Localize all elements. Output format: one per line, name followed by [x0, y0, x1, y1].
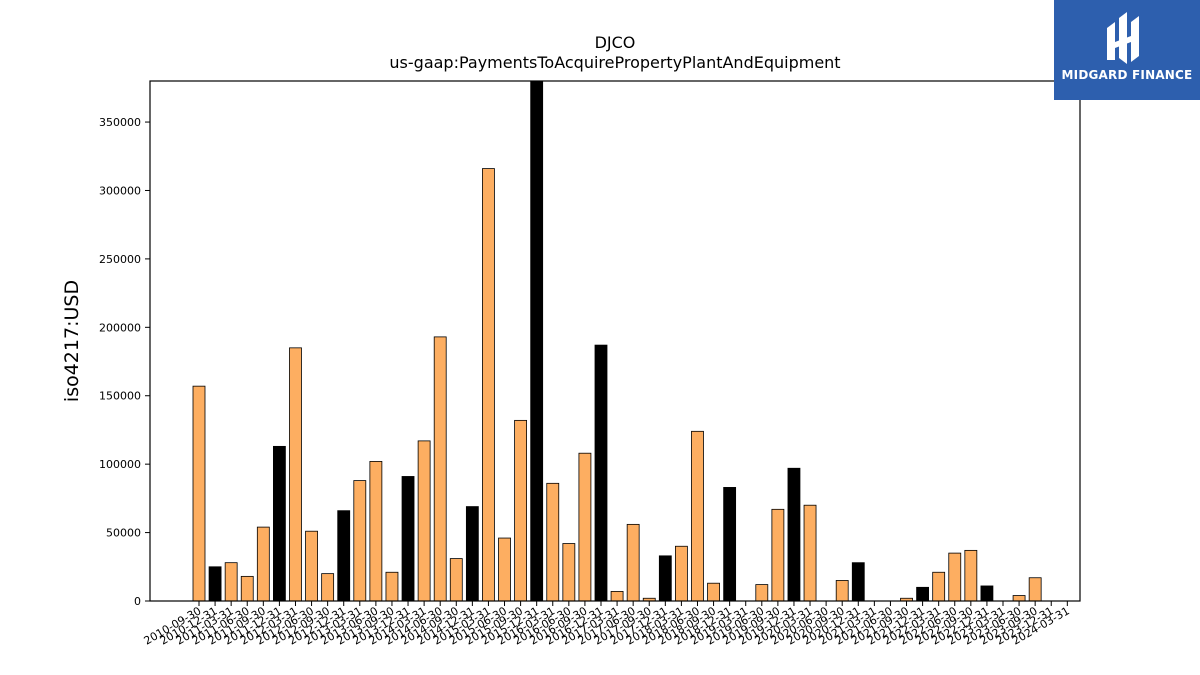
x-ticks: 2010-09-302010-12-312011-03-312011-06-30…: [142, 601, 1072, 648]
bar-2011-12-31: [272, 445, 286, 602]
bar-2014-12-31: [465, 506, 479, 602]
bar-2016-03-31: [546, 482, 560, 602]
bar-2016-12-31: [594, 344, 608, 602]
bar-2017-03-31: [610, 591, 624, 602]
bar-2015-03-31: [482, 168, 495, 602]
bar-2018-09-30: [707, 582, 720, 602]
y-tick-label: 300000: [99, 184, 141, 197]
bar-2014-09-30: [449, 558, 463, 602]
y-axis-label: iso4217:USD: [61, 280, 83, 402]
bar-2018-12-31: [723, 487, 737, 602]
chart-title: DJCO: [595, 33, 636, 52]
bar-2019-12-31: [787, 467, 801, 602]
bar-2015-09-30: [514, 419, 527, 602]
bar-2012-06-30: [305, 530, 318, 602]
bar-2012-09-30: [321, 573, 335, 602]
bar-2011-09-30: [256, 526, 270, 602]
bar-2020-03-31: [803, 504, 817, 602]
bar-2013-06-30: [369, 461, 383, 602]
bar-2013-09-30: [385, 571, 399, 602]
brand-name: MIDGARD FINANCE: [1061, 68, 1193, 82]
bar-2010-12-31: [208, 566, 222, 602]
bar-2021-12-31: [916, 586, 929, 602]
midgard-mark-icon: [1107, 12, 1139, 64]
bar-2022-09-30: [964, 549, 978, 602]
y-tick-label: 150000: [99, 390, 141, 403]
bar-2011-03-31: [224, 562, 238, 602]
y-tick-label: 100000: [99, 458, 141, 471]
bar-2014-06-30: [433, 336, 447, 602]
bar-2016-06-30: [562, 543, 576, 602]
y-tick-label: 50000: [106, 527, 141, 540]
bars-group: [192, 80, 1042, 602]
chart-subtitle: us-gaap:PaymentsToAcquirePropertyPlantAn…: [389, 53, 840, 72]
bar-2014-03-31: [417, 440, 431, 602]
bar-2020-12-31: [851, 562, 865, 602]
bar-2022-06-30: [948, 552, 962, 602]
y-tick-label: 0: [134, 595, 141, 608]
bar-2019-09-30: [771, 508, 785, 602]
bar-2017-12-31: [658, 555, 672, 602]
bar-2023-09-30: [1028, 577, 1042, 602]
y-tick-label: 250000: [99, 253, 141, 266]
brand-logo: MIDGARD FINANCE: [1054, 0, 1200, 100]
bar-2011-06-30: [240, 575, 254, 602]
bar-2016-09-30: [578, 452, 592, 602]
bar-2015-06-30: [498, 537, 511, 602]
bar-2023-06-30: [1012, 595, 1026, 602]
bar-2022-12-31: [980, 585, 994, 602]
bar-2010-09-30: [192, 385, 206, 602]
bar-2012-03-31: [289, 347, 302, 602]
bar-2017-06-30: [626, 523, 640, 602]
bar-2020-09-30: [835, 580, 849, 602]
y-ticks: 0 50000 100000 150000 200000 250000 300000 3500…: [99, 116, 150, 608]
plot-frame: [149, 80, 1081, 602]
bar-2022-03-31: [932, 571, 946, 602]
y-tick-label: 200000: [99, 321, 141, 334]
bar-2018-06-30: [691, 430, 704, 602]
bar-2019-06-30: [755, 584, 769, 602]
bar-2013-03-31: [353, 480, 367, 602]
y-tick-label: 350000: [99, 116, 141, 129]
bar-2015-12-31: [530, 80, 544, 602]
bar-2013-12-31: [401, 476, 415, 602]
bar-2012-12-31: [337, 510, 351, 602]
bar-2018-03-31: [675, 545, 688, 602]
